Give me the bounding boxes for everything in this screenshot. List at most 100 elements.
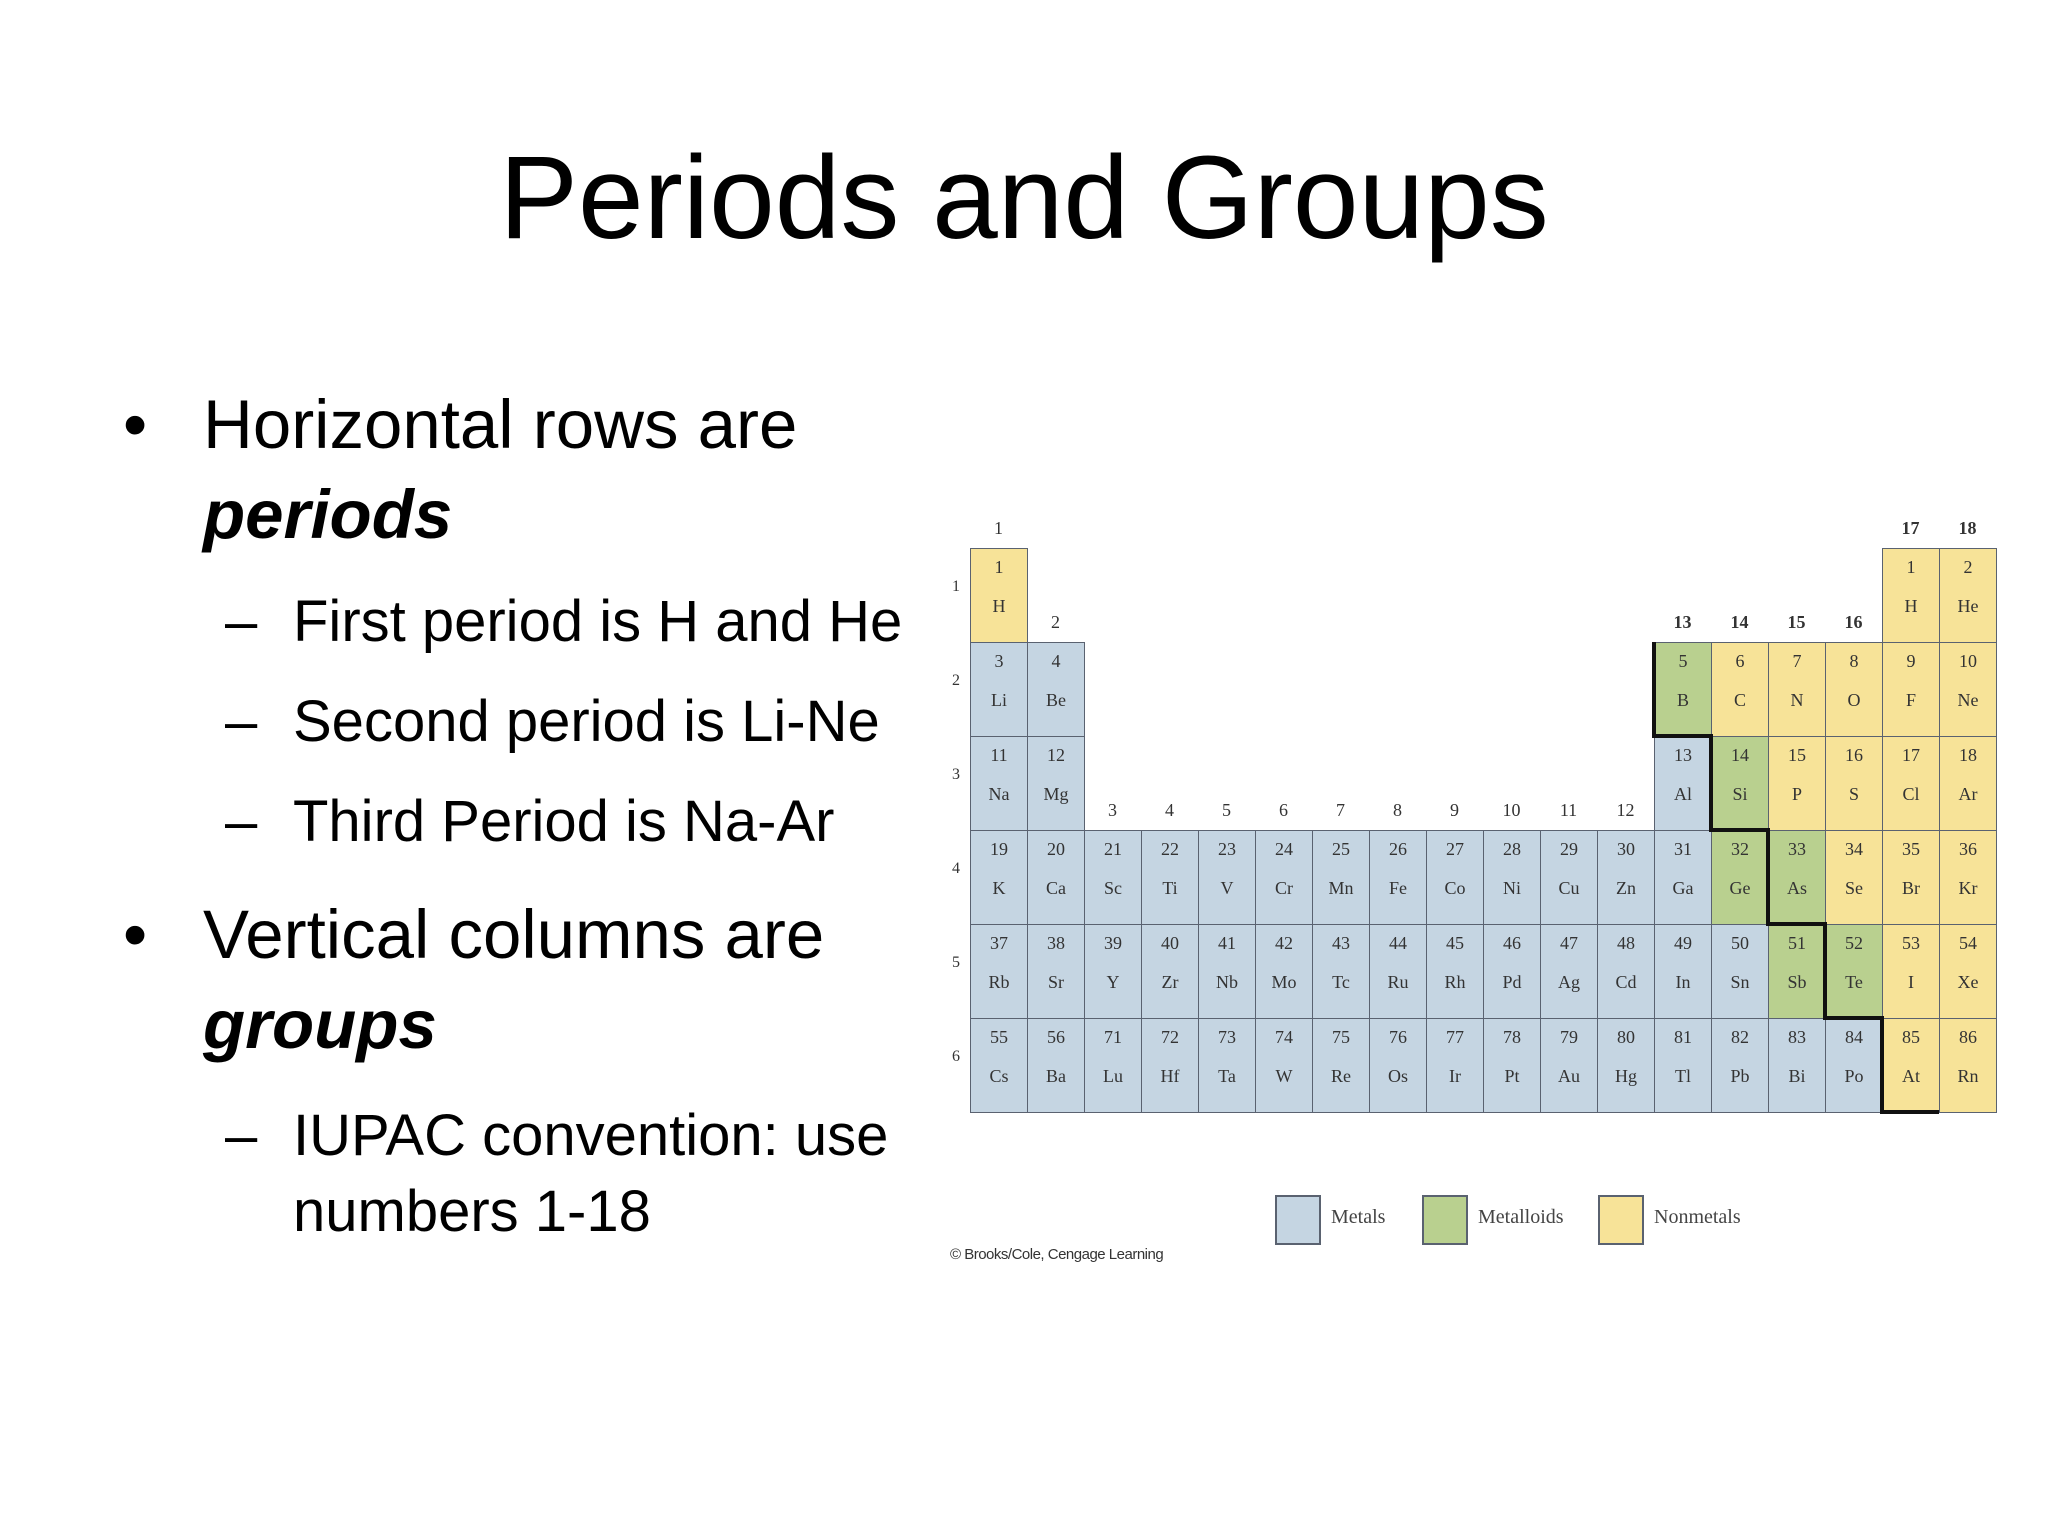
group-label: 6	[1279, 800, 1288, 820]
atomic-number: 40	[1161, 933, 1179, 953]
atomic-number: 32	[1731, 839, 1749, 859]
element-symbol: H	[1904, 596, 1918, 616]
bullet-list: • Horizontal rows are periods – First pe…	[0, 0, 960, 1300]
atomic-number: 47	[1560, 933, 1578, 953]
element-symbol: Rn	[1957, 1066, 1979, 1086]
atomic-number: 77	[1446, 1027, 1464, 1047]
element-symbol: Cs	[989, 1066, 1009, 1086]
atomic-number: 5	[1678, 651, 1688, 671]
atomic-number: 49	[1674, 933, 1692, 953]
atomic-number: 44	[1389, 933, 1407, 953]
element-symbol: Cr	[1275, 878, 1293, 898]
element-cell-li: 3 Li	[970, 642, 1028, 737]
element-symbol: S	[1848, 784, 1859, 804]
subitem-first-period: – First period is H and He	[225, 584, 903, 660]
atomic-number: 28	[1503, 839, 1521, 859]
element-symbol: Kr	[1958, 878, 1978, 898]
group-label: 9	[1450, 800, 1459, 820]
element-symbol: I	[1908, 972, 1914, 992]
element-cell-pd: 46 Pd	[1483, 924, 1541, 1019]
atomic-number: 4	[1051, 651, 1061, 671]
element-cell-sb: 51 Sb	[1768, 924, 1826, 1019]
atomic-number: 73	[1218, 1027, 1236, 1047]
element-symbol: Na	[988, 784, 1010, 804]
element-symbol: Xe	[1957, 972, 1979, 992]
atomic-number: 54	[1959, 933, 1977, 953]
atomic-number: 21	[1104, 839, 1122, 859]
element-cell-au: 79 Au	[1540, 1018, 1598, 1113]
atomic-number: 35	[1902, 839, 1920, 859]
atomic-number: 71	[1104, 1027, 1122, 1047]
atomic-number: 45	[1446, 933, 1464, 953]
element-cell-be: 4 Be	[1027, 642, 1085, 737]
atomic-number: 2	[1963, 557, 1973, 577]
atomic-number: 74	[1275, 1027, 1293, 1047]
element-cell-he: 2 He	[1939, 548, 1997, 643]
element-symbol: Pb	[1730, 1066, 1750, 1086]
period-label: 4	[952, 860, 960, 877]
element-cell-tl: 81 Tl	[1654, 1018, 1712, 1113]
element-symbol: Lu	[1103, 1066, 1123, 1086]
atomic-number: 43	[1332, 933, 1350, 953]
element-cell-ni: 28 Ni	[1483, 830, 1541, 925]
image-credit: © Brooks/Cole, Cengage Learning	[950, 1246, 1164, 1263]
element-symbol: Se	[1845, 878, 1863, 898]
element-symbol: Zn	[1616, 878, 1636, 898]
atomic-number: 22	[1161, 839, 1179, 859]
atomic-number: 15	[1788, 745, 1806, 765]
element-symbol: Zr	[1161, 972, 1179, 992]
period-label: 3	[952, 766, 960, 783]
atomic-number: 19	[990, 839, 1008, 859]
atomic-number: 82	[1731, 1027, 1749, 1047]
element-cell-co: 27 Co	[1426, 830, 1484, 925]
group-label: 4	[1165, 800, 1174, 820]
element-symbol: Cd	[1615, 972, 1637, 992]
element-cell-fe: 26 Fe	[1369, 830, 1427, 925]
element-symbol: As	[1786, 878, 1807, 898]
element-cell-lu: 71 Lu	[1084, 1018, 1142, 1113]
element-cell-nb: 41 Nb	[1198, 924, 1256, 1019]
element-cell-ba: 56 Ba	[1027, 1018, 1085, 1113]
element-cell-pt: 78 Pt	[1483, 1018, 1541, 1113]
element-cell-bi: 83 Bi	[1768, 1018, 1826, 1113]
subitem-text: Second period is Li-Ne	[293, 689, 880, 754]
element-symbol: Sc	[1104, 878, 1122, 898]
element-symbol: Co	[1444, 878, 1466, 898]
periodic-table: 1 H 1 H 2 He 3 Li 4 Be 5 B 6 C 7 N 8 O 9 F 10 Ne 11 Na 12 Mg 13 Al 1…	[940, 510, 2010, 1290]
group-label: 3	[1108, 800, 1117, 820]
element-symbol: Sn	[1730, 972, 1750, 992]
element-cell-ar: 18 Ar	[1939, 736, 1997, 831]
legend-label: Metalloids	[1478, 1206, 1564, 1228]
subitem-iupac: – IUPAC convention: use numbers 1-18	[225, 1098, 888, 1250]
subitem-text: First period is H and He	[293, 589, 903, 654]
atomic-number: 29	[1560, 839, 1578, 859]
atomic-number: 39	[1104, 933, 1122, 953]
element-symbol: Os	[1387, 1066, 1408, 1086]
element-symbol: Bi	[1788, 1066, 1806, 1086]
atomic-number: 42	[1275, 933, 1293, 953]
group-label: 17	[1901, 518, 1920, 538]
period-label: 2	[952, 672, 960, 689]
atomic-number: 7	[1792, 651, 1802, 671]
element-symbol: Ge	[1729, 878, 1751, 898]
dash-icon: –	[225, 689, 258, 754]
atomic-number: 9	[1906, 651, 1916, 671]
atomic-number: 24	[1275, 839, 1293, 859]
legend-swatch-metalloid	[1422, 1195, 1468, 1245]
element-cell-zn: 30 Zn	[1597, 830, 1655, 925]
legend-swatch-nonmetal	[1598, 1195, 1644, 1245]
element-cell-p: 15 P	[1768, 736, 1826, 831]
atomic-number: 10	[1959, 651, 1977, 671]
atomic-number: 20	[1047, 839, 1065, 859]
atomic-number: 36	[1959, 839, 1977, 859]
element-symbol: Fe	[1389, 878, 1407, 898]
bullet-dot-icon: •	[123, 896, 148, 973]
element-cell-na: 11 Na	[970, 736, 1028, 831]
atomic-number: 48	[1617, 933, 1635, 953]
atomic-number: 11	[990, 745, 1008, 765]
atomic-number: 13	[1674, 745, 1692, 765]
element-symbol: Hf	[1160, 1066, 1180, 1086]
atomic-number: 72	[1161, 1027, 1179, 1047]
atomic-number: 46	[1503, 933, 1521, 953]
